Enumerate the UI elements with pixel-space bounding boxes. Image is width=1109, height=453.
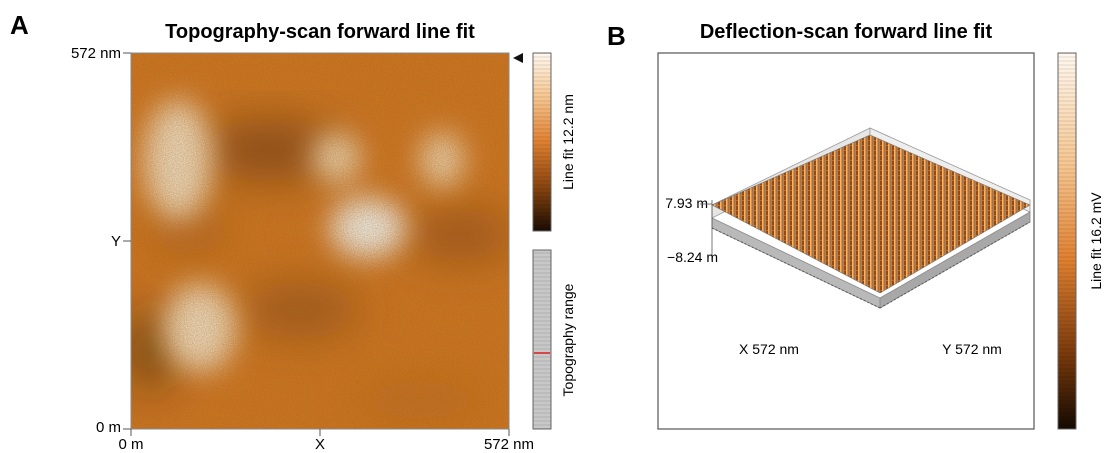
- y-axis-label: Y: [111, 233, 121, 250]
- colorbar-b-bands: [1058, 53, 1076, 429]
- deflection-3d-surface: [711, 127, 1031, 309]
- range-label: Topography range: [560, 283, 576, 396]
- y-axis-3d-label: Y 572 nm: [942, 341, 1002, 357]
- colorbar-a-bands: [533, 53, 551, 231]
- x-axis-label: X: [315, 436, 325, 453]
- topography-range-bands: [533, 250, 551, 429]
- colorbar-a-label: Line fit 12.2 nm: [560, 94, 576, 190]
- panel-a-letter: A: [10, 10, 29, 40]
- z-top-label: 7.93 m: [665, 195, 708, 211]
- topography-heatmap: [131, 53, 509, 429]
- panel-b-letter: B: [607, 21, 626, 51]
- z-bottom-label: −8.24 m: [667, 249, 718, 265]
- x-axis-3d-label: X 572 nm: [739, 341, 799, 357]
- x-tick-left: 0 m: [118, 436, 143, 453]
- scan-position-arrow-icon: [513, 53, 523, 63]
- panel-a-title: Topography-scan forward line fit: [165, 21, 475, 43]
- colorbar-b-label: Line fit 16.2 mV: [1088, 192, 1104, 290]
- y-tick-top: 572 nm: [71, 45, 121, 62]
- x-tick-right: 572 nm: [484, 436, 534, 453]
- y-tick-bottom: 0 m: [96, 419, 121, 436]
- panel-b-title: Deflection-scan forward line fit: [700, 21, 993, 43]
